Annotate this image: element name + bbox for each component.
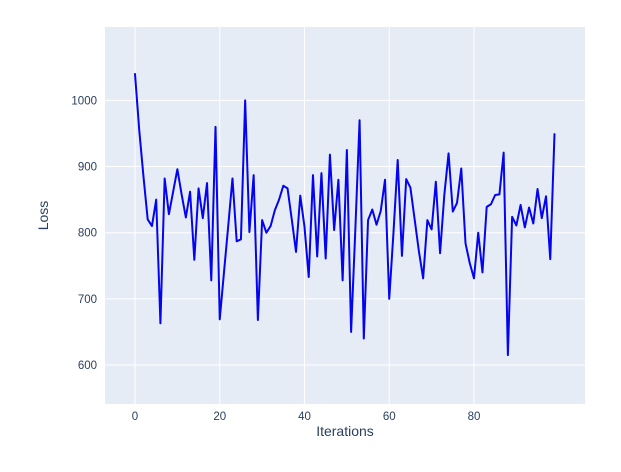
gridlines <box>105 27 585 404</box>
x-axis-title: Iterations <box>316 423 374 439</box>
x-tick-label: 0 <box>132 411 138 423</box>
y-tick-label: 700 <box>78 294 97 306</box>
x-tick-label: 80 <box>468 411 481 423</box>
y-axis-title: Loss <box>35 201 51 231</box>
loss-line-series <box>134 72 556 357</box>
y-tick-label: 1000 <box>71 95 97 107</box>
y-tick-label: 800 <box>78 228 97 240</box>
y-tick-label: 900 <box>78 162 97 174</box>
tick-labels: 0 20 40 60 80 600 700 800 900 1000 <box>71 95 480 423</box>
x-tick-label: 40 <box>298 411 311 423</box>
x-tick-label: 20 <box>213 411 226 423</box>
x-tick-label: 60 <box>383 411 396 423</box>
y-tick-label: 600 <box>78 360 97 372</box>
loss-line <box>134 72 556 357</box>
